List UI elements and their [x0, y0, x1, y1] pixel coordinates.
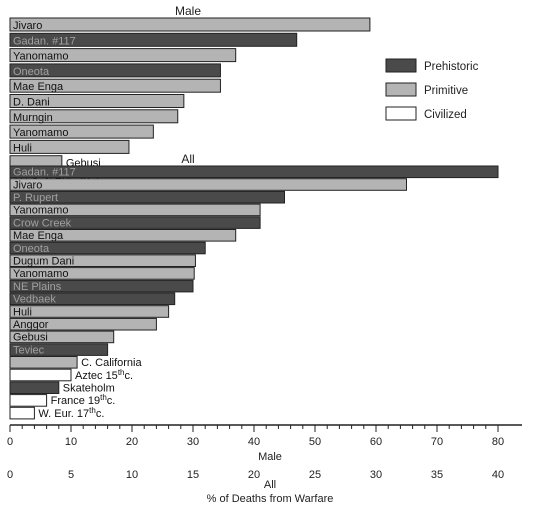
all-tick-label: 20 [248, 469, 260, 481]
bar-primitive [9, 124, 154, 139]
bar-prehistoric [9, 216, 261, 229]
bar-label: Huli [13, 142, 32, 154]
bar-label: Murngin [13, 112, 53, 124]
bar-label: Huli [13, 306, 32, 318]
bar-label: Oneota [13, 66, 50, 78]
male-tick-label: 70 [431, 436, 443, 448]
bar-primitive [9, 17, 371, 32]
panel-title: Male [175, 4, 201, 18]
bar-primitive [9, 305, 170, 318]
all-tick-label: 5 [68, 469, 74, 481]
bar-prehistoric [9, 381, 60, 394]
legend: Prehistoric Primitive Civilized [385, 58, 479, 121]
axis-title: % of Deaths from Warfare [207, 493, 334, 505]
bar-label: Mae Enga [13, 230, 64, 242]
all-tick-label: 15 [187, 469, 199, 481]
bar-label: D. Dani [13, 97, 50, 109]
bar-label: Oneota [13, 243, 50, 255]
male-tick-label: 80 [492, 436, 504, 448]
bar-civilized [9, 368, 72, 382]
legend-label-prehistoric: Prehistoric [424, 61, 479, 73]
bar-label: C. California [81, 357, 142, 369]
bar-label: Skateholm [63, 383, 115, 395]
bar-label: Yanomamo [13, 127, 68, 139]
legend-swatch-civilized [385, 106, 417, 121]
bar-prehistoric [9, 32, 298, 47]
bar-prehistoric [9, 165, 499, 179]
bar-label: W. Eur. 17thc. [38, 406, 104, 420]
male-tick-label: 50 [309, 436, 321, 448]
male-axis-label: Male [258, 451, 282, 463]
bar-label: Yanomamo [13, 268, 68, 280]
bar-label: France 19thc. [51, 393, 116, 407]
bar-label: Yanomamo [13, 205, 68, 217]
bar-label: Gadan. #117 [13, 167, 76, 179]
bar-primitive [9, 109, 179, 124]
bar-primitive [9, 330, 115, 344]
bar-primitive [9, 267, 195, 280]
bar-prehistoric [9, 292, 176, 306]
all-tick-label: 35 [431, 469, 443, 481]
bar-civilized [9, 406, 35, 420]
bar-primitive [9, 48, 237, 63]
bar-primitive [9, 78, 221, 93]
all-tick-label: 40 [492, 469, 504, 481]
male-tick-label: 30 [187, 436, 199, 448]
bar-label: NE Plains [13, 281, 62, 293]
bar-prehistoric [9, 63, 221, 78]
legend-swatch-primitive [385, 82, 417, 97]
bar-label: Dugum Dani [13, 256, 74, 268]
legend-swatch-prehistoric [385, 58, 417, 73]
all-tick-label: 0 [7, 469, 13, 481]
bar-primitive [9, 356, 78, 369]
bar-label: Crow Creek [13, 217, 72, 229]
bar-label: Jivaro [13, 20, 42, 32]
legend-label-civilized: Civilized [424, 109, 467, 121]
bar-label: Mae Enga [13, 81, 64, 93]
axis-layer: 0 10 20 30 40 50 60 70 80 Male 0 5 10 15 20 25 30 35 40 All… [7, 424, 522, 505]
bar-primitive [9, 317, 157, 331]
male-tick-label: 10 [65, 436, 77, 448]
bar-prehistoric [9, 241, 206, 255]
male-tick-label: 60 [370, 436, 382, 448]
all-tick-label: 10 [126, 469, 138, 481]
bar-label: Jivaro [13, 179, 42, 191]
bar-primitive [9, 94, 185, 108]
all-tick-label: 25 [309, 469, 321, 481]
male-tick-label: 40 [248, 436, 260, 448]
bar-primitive [9, 139, 130, 154]
bar-label: Gadan. #117 [13, 35, 76, 47]
male-tick-label: 20 [126, 436, 138, 448]
bar-label: Yanomamo [13, 51, 68, 63]
bar-primitive [9, 203, 261, 217]
all-tick-label: 30 [370, 469, 382, 481]
panel-title: All [181, 152, 194, 166]
all-axis-label: All [264, 479, 276, 491]
bar-label: Anggor [13, 319, 49, 331]
bar-prehistoric [9, 279, 194, 293]
legend-label-primitive: Primitive [424, 85, 468, 97]
bar-primitive [9, 229, 237, 242]
bar-label: Gebusi [13, 332, 48, 344]
bar-prehistoric [9, 343, 109, 356]
male-tick-label: 0 [7, 436, 13, 448]
bar-prehistoric [9, 190, 285, 204]
bar-civilized [9, 394, 48, 407]
bar-label: Aztec 15thc. [75, 368, 133, 382]
bar-primitive [9, 178, 407, 191]
bar-primitive [9, 254, 196, 267]
bar-label: Vedbaek [13, 294, 56, 306]
bar-label: Teviec [13, 344, 45, 356]
bar-label: P. Rupert [13, 192, 58, 204]
